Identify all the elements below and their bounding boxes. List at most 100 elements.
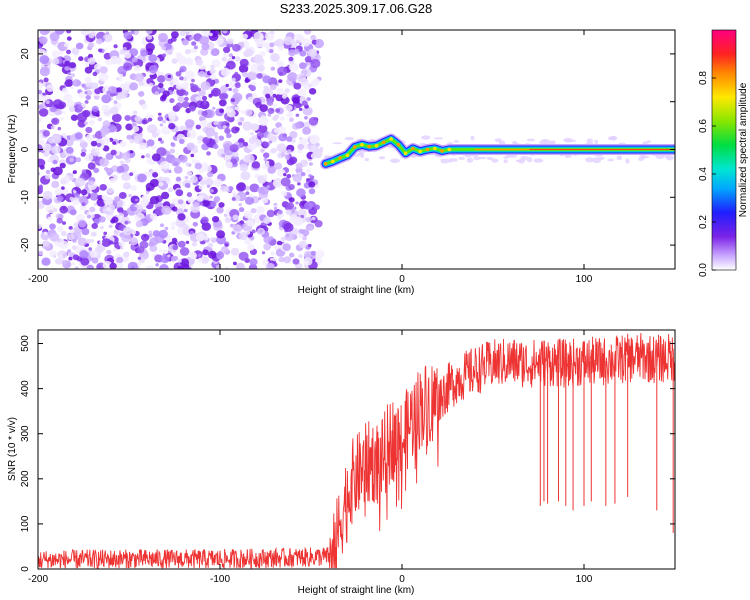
noise-blob — [201, 95, 208, 101]
noise-blob — [259, 229, 263, 233]
noise-blob — [289, 131, 298, 139]
noise-blob — [296, 73, 307, 83]
noise-blob — [93, 167, 100, 174]
noise-blob — [175, 71, 182, 77]
noise-blob — [239, 220, 244, 224]
noise-blob — [247, 141, 257, 151]
noise-blob — [201, 30, 211, 38]
noise-blob — [295, 162, 303, 170]
noise-blob — [42, 240, 50, 247]
noise-blob — [102, 145, 110, 152]
noise-blob — [90, 140, 98, 147]
noise-blob — [84, 100, 89, 104]
noise-blob — [50, 167, 56, 173]
noise-blob — [41, 257, 51, 266]
noise-blob — [93, 202, 98, 206]
noise-blob — [96, 38, 103, 45]
noise-blob — [231, 77, 236, 82]
noise-blob — [69, 196, 74, 201]
noise-blob — [64, 66, 70, 71]
noise-blob — [270, 108, 274, 112]
noise-blob — [183, 91, 189, 96]
noise-blob — [99, 66, 108, 74]
faint-speckle — [378, 156, 386, 160]
noise-blob — [224, 243, 229, 247]
noise-blob — [179, 30, 186, 37]
noise-blob — [278, 256, 285, 263]
noise-blob — [210, 189, 214, 193]
noise-blob — [38, 132, 43, 138]
noise-blob — [98, 216, 106, 223]
noise-blob — [210, 48, 219, 57]
faint-speckle — [319, 146, 324, 153]
faint-speckle — [491, 158, 499, 163]
noise-blob — [158, 112, 162, 116]
noise-blob — [195, 58, 204, 66]
noise-blob — [75, 42, 84, 50]
noise-blob — [195, 233, 205, 242]
noise-blob — [302, 106, 313, 116]
noise-blob — [276, 60, 285, 68]
noise-blob — [145, 182, 155, 191]
noise-blob — [234, 71, 239, 76]
x-tick-label: 0 — [399, 574, 405, 585]
noise-blob — [79, 139, 85, 144]
faint-speckle — [470, 135, 475, 141]
noise-blob — [244, 78, 250, 83]
noise-blob — [118, 73, 124, 78]
noise-blob — [89, 192, 99, 201]
noise-blob — [129, 139, 135, 144]
noise-blob — [213, 120, 219, 126]
noise-blob — [286, 111, 293, 118]
noise-blob — [132, 126, 140, 132]
noise-blob — [277, 126, 286, 135]
signal-peak — [352, 145, 357, 149]
snr-xlabel: Height of straight line (km) — [298, 585, 415, 596]
noise-blob — [179, 247, 190, 256]
noise-blob — [303, 121, 311, 129]
noise-blob — [108, 224, 113, 228]
noise-blob — [171, 221, 176, 226]
noise-blob — [210, 237, 215, 241]
noise-blob — [65, 138, 74, 147]
signal-peak — [367, 144, 372, 149]
noise-blob — [204, 236, 209, 241]
noise-blob — [210, 74, 217, 80]
snr-series — [38, 332, 675, 569]
faint-speckle — [526, 138, 536, 142]
noise-blob — [247, 244, 255, 251]
noise-blob — [161, 119, 167, 124]
y-tick-label: 300 — [20, 425, 31, 442]
noise-blob — [171, 206, 178, 212]
noise-blob — [101, 104, 110, 113]
noise-blob — [88, 42, 95, 48]
noise-blob — [105, 153, 112, 159]
noise-blob — [75, 177, 86, 187]
noise-blob — [177, 258, 182, 263]
noise-blob — [278, 133, 288, 142]
noise-blob — [308, 162, 313, 166]
x-tick-label: -200 — [28, 574, 48, 585]
noise-blob — [192, 147, 199, 154]
noise-blob — [151, 153, 161, 162]
noise-blob — [90, 231, 97, 237]
noise-blob — [57, 226, 64, 233]
noise-blob — [78, 56, 84, 62]
faint-speckle — [564, 139, 572, 143]
noise-blob — [157, 116, 164, 122]
noise-blob — [38, 89, 42, 94]
noise-blob — [306, 97, 311, 102]
noise-blob — [80, 189, 88, 196]
noise-blob — [190, 153, 195, 158]
signal-peak — [331, 159, 335, 164]
noise-blob — [285, 104, 293, 112]
noise-blob — [283, 256, 292, 264]
noise-blob — [39, 30, 50, 36]
noise-blob — [245, 191, 250, 195]
noise-blob — [161, 126, 171, 135]
noise-blob — [308, 117, 319, 126]
noise-blob — [146, 265, 154, 269]
noise-blob — [229, 144, 239, 153]
noise-blob — [109, 262, 117, 269]
noise-blob — [148, 65, 158, 74]
